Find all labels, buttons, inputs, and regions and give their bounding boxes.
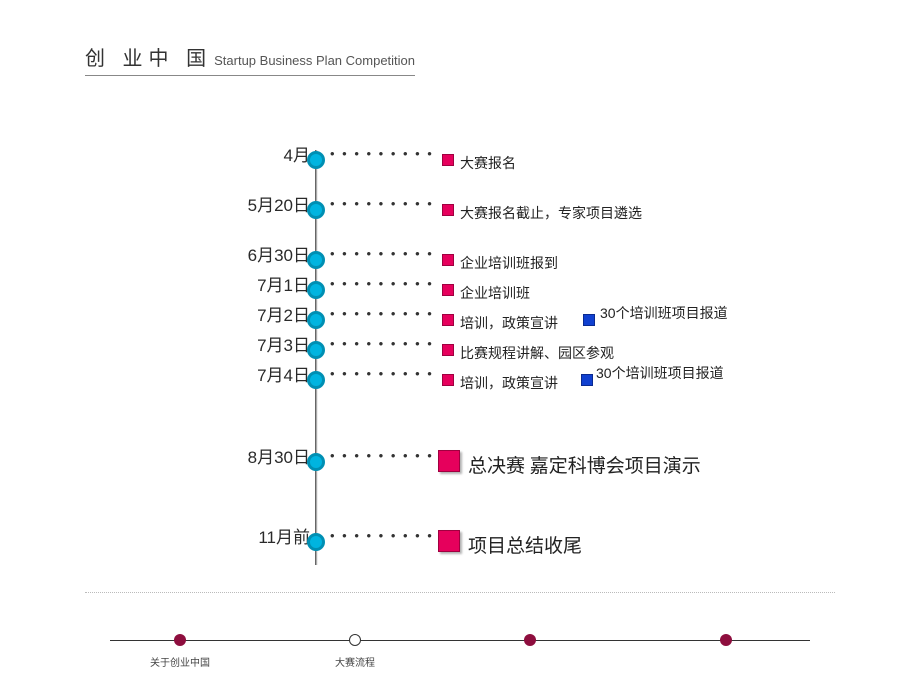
timeline-connector: • • • • • • • • • • • • • [330, 146, 438, 161]
timeline-connector: • • • • • • • • • • • • • [330, 196, 438, 211]
timeline-marker-icon [442, 204, 454, 216]
timeline-label: 总决赛 嘉定科博会项目演示 [468, 451, 701, 478]
header-title-cn: 创 业中 国 [85, 42, 212, 71]
timeline-aux-label: 30个培训班项目报道 [596, 363, 724, 383]
nav-step-icon[interactable] [349, 634, 361, 646]
timeline-marker-icon [442, 254, 454, 266]
timeline: 4月 • • • • • • • • • • • • • 大赛报名 5月20日 • • … [0, 125, 920, 575]
timeline-marker-icon [438, 530, 460, 552]
timeline-date: 6月30日 [248, 241, 310, 266]
timeline-connector: • • • • • • • • • • • • • [330, 448, 438, 463]
timeline-aux-label: 30个培训班项目报道 [600, 303, 728, 323]
timeline-marker-icon [442, 154, 454, 166]
timeline-label: 企业培训班报到 [460, 253, 558, 273]
timeline-date: 11月前 [258, 523, 310, 548]
timeline-connector: • • • • • • • • • • • • • [330, 366, 438, 381]
timeline-node-icon [307, 453, 325, 471]
timeline-date: 7月4日 [257, 361, 310, 386]
timeline-label: 项目总结收尾 [468, 531, 582, 558]
timeline-marker-icon [442, 284, 454, 296]
timeline-marker-icon [442, 314, 454, 326]
timeline-node-icon [307, 341, 325, 359]
nav-step-icon[interactable] [524, 634, 536, 646]
timeline-marker-icon [442, 374, 454, 386]
timeline-node-icon [307, 281, 325, 299]
footer-divider [85, 592, 835, 593]
timeline-aux-marker-icon [581, 374, 593, 386]
nav-step-icon[interactable] [720, 634, 732, 646]
header-title-en: Startup Business Plan Competition [214, 53, 415, 68]
timeline-node-icon [307, 151, 325, 169]
timeline-date: 7月3日 [257, 331, 310, 356]
timeline-node-icon [307, 201, 325, 219]
timeline-date: 5月20日 [248, 191, 310, 216]
timeline-connector: • • • • • • • • • • • • • [330, 306, 438, 321]
timeline-label: 大赛报名截止，专家项目遴选 [460, 203, 642, 223]
timeline-label: 培训，政策宣讲 [460, 313, 558, 333]
timeline-label: 企业培训班 [460, 283, 530, 303]
timeline-node-icon [307, 533, 325, 551]
timeline-marker-icon [442, 344, 454, 356]
timeline-aux-marker-icon [583, 314, 595, 326]
timeline-label: 大赛报名 [460, 153, 516, 173]
timeline-connector: • • • • • • • • • • • • • [330, 276, 438, 291]
timeline-date: 7月2日 [257, 301, 310, 326]
timeline-marker-icon [438, 450, 460, 472]
timeline-connector: • • • • • • • • • • • • • [330, 336, 438, 351]
nav-step-label: 关于创业中国 [150, 654, 210, 669]
timeline-connector: • • • • • • • • • • • • • [330, 528, 438, 543]
timeline-node-icon [307, 251, 325, 269]
timeline-node-icon [307, 371, 325, 389]
timeline-connector: • • • • • • • • • • • • • [330, 246, 438, 261]
timeline-date: 8月30日 [248, 443, 310, 468]
page-header: 创 业中 国 Startup Business Plan Competition [85, 42, 415, 76]
nav-step-label: 大赛流程 [335, 654, 375, 669]
nav-axis: 关于创业中国大赛流程 [110, 640, 810, 641]
timeline-label: 比赛规程讲解、园区参观 [460, 343, 614, 363]
timeline-label: 培训，政策宣讲 [460, 373, 558, 393]
timeline-node-icon [307, 311, 325, 329]
nav-step-icon[interactable] [174, 634, 186, 646]
timeline-date: 7月1日 [257, 271, 310, 296]
timeline-date: 4月 [284, 141, 310, 166]
